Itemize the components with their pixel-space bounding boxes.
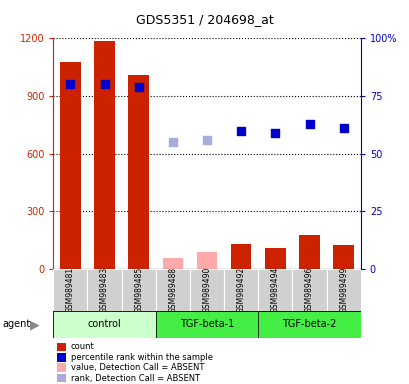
Text: TGF-beta-2: TGF-beta-2 [282, 319, 336, 329]
Point [67, 81, 74, 88]
Bar [121, 269, 155, 311]
Point [306, 121, 312, 127]
Point [272, 130, 278, 136]
Text: rank, Detection Call = ABSENT: rank, Detection Call = ABSENT [70, 374, 199, 382]
Point [101, 81, 108, 88]
Bar [60, 62, 81, 269]
Text: percentile rank within the sample: percentile rank within the sample [70, 353, 212, 362]
Text: control: control [88, 319, 121, 329]
Bar [94, 41, 115, 269]
Bar [128, 75, 148, 269]
Point [339, 125, 346, 131]
Bar [53, 269, 87, 311]
Text: GSM989483: GSM989483 [100, 267, 109, 313]
Bar [155, 311, 258, 338]
Text: GDS5351 / 204698_at: GDS5351 / 204698_at [136, 13, 273, 26]
Bar [258, 269, 292, 311]
Text: GSM989496: GSM989496 [304, 267, 313, 313]
Text: agent: agent [2, 319, 30, 329]
Bar [189, 269, 224, 311]
Text: GSM989485: GSM989485 [134, 267, 143, 313]
Text: count: count [70, 343, 94, 351]
Bar [299, 235, 319, 269]
Point [203, 137, 210, 143]
Text: value, Detection Call = ABSENT: value, Detection Call = ABSENT [70, 363, 203, 372]
Bar [258, 311, 360, 338]
Text: GSM989499: GSM989499 [338, 267, 347, 313]
Text: GSM989481: GSM989481 [66, 267, 75, 313]
Bar [155, 269, 189, 311]
Text: ▶: ▶ [30, 318, 40, 331]
Text: GSM989494: GSM989494 [270, 267, 279, 313]
Point [135, 84, 142, 90]
Bar [196, 252, 217, 269]
Bar [53, 311, 155, 338]
Text: GSM989490: GSM989490 [202, 267, 211, 313]
Text: TGF-beta-1: TGF-beta-1 [180, 319, 234, 329]
Bar [224, 269, 258, 311]
Text: GSM989488: GSM989488 [168, 267, 177, 313]
Bar [326, 269, 360, 311]
Bar [87, 269, 121, 311]
Bar [230, 244, 251, 269]
Bar [292, 269, 326, 311]
Text: GSM989492: GSM989492 [236, 267, 245, 313]
Point [169, 139, 176, 145]
Point [237, 127, 244, 134]
Bar [162, 258, 183, 269]
Bar [333, 245, 353, 269]
Bar [265, 248, 285, 269]
